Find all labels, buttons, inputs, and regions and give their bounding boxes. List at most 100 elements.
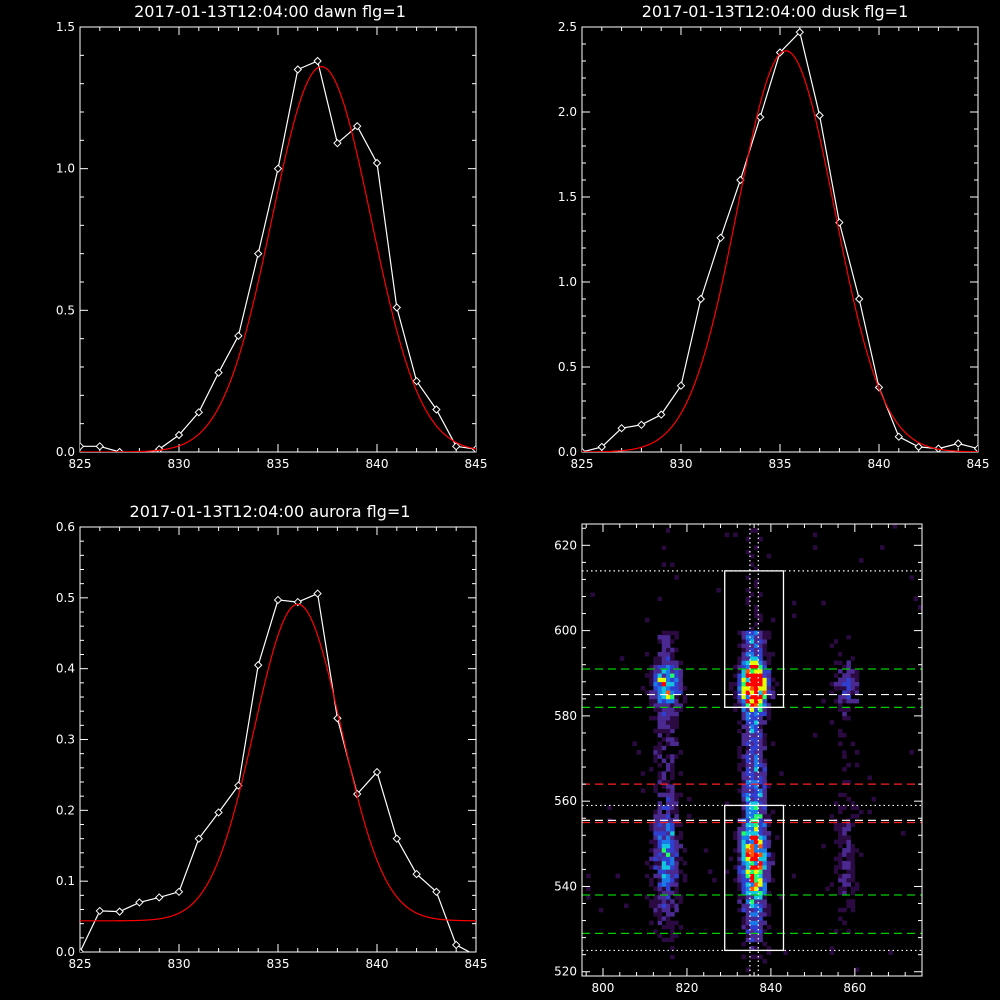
spectrogram-pixel [791,600,797,606]
spectrogram-pixel [686,566,692,572]
spectrogram-pixel [817,570,822,576]
spectrogram-pixel [854,690,860,695]
spectrogram-pixel [737,690,742,695]
spectrogram-pixel [670,852,675,857]
spectrogram-pixel [846,843,851,849]
spectrogram-pixel [838,639,843,644]
spectrogram-pixel [682,916,688,921]
spectrogram-pixel [833,771,839,776]
spectrogram-pixel [649,664,654,670]
spectrogram-pixel [754,916,759,921]
aurora-y-tick-label: 0.2 [56,803,75,817]
spectrogram-pixel [649,788,654,793]
spectrogram-pixel [649,907,654,913]
spectrogram-pixel [674,686,679,691]
spectrogram-pixel [745,758,751,764]
spectrogram-pixel [733,707,738,712]
spectrogram-pixel [737,767,742,772]
spectrogram-pixel [846,690,851,695]
spectrogram-pixel [754,562,759,567]
spectrogram-pixel [615,839,621,845]
spectrogram-pixel [896,792,902,798]
spectrogram-pixel [842,634,847,640]
spectrogram-pixel [712,724,717,729]
spectrogram-pixel [665,852,671,857]
spectrogram-pixel [670,860,675,866]
spectrogram-pixel [590,809,595,815]
spectrogram-pixel [737,677,742,683]
spectrogram-pixel [842,784,847,789]
spectrogram-pixel [670,933,675,938]
spectrogram-pixel [800,587,805,593]
spectrogram-pixel [758,643,763,648]
spectrogram-pixel [695,605,700,610]
spectrogram-pixel [791,651,797,657]
spectrogram-pixel [800,673,805,678]
spectrogram-pixel [749,750,755,755]
spectrogram-pixel [745,813,751,819]
spectrogram-pixel [884,647,889,653]
spectrogram-pixel [661,673,667,678]
spectrogram-pixel [728,843,734,849]
spectrogram-pixel [838,860,843,866]
spectrogram-pixel [859,536,864,542]
spectrogram-pixel [594,579,600,584]
spectrogram-pixel [762,788,767,793]
spectrogram-pixel [665,651,671,657]
spectrogram-pixel [850,668,856,674]
spectrogram-pixel [875,831,881,836]
spectrogram-pixel [678,882,684,887]
spectrogram-pixel [653,818,658,823]
spectrogram-pixel [749,912,755,917]
spectrogram-pixel [749,570,755,576]
spectrogram-pixel [754,711,759,717]
spectrogram-pixel [762,848,767,853]
spectrogram-pixel [674,852,679,857]
spectrogram-pixel [728,775,734,781]
spectrogram-pixel [657,792,663,798]
spectrogram-pixel [888,784,893,789]
spectrogram-pixel [741,788,747,793]
spectrogram-x-tick-label: 820 [675,981,698,995]
spectrogram-pixel [678,835,684,840]
spectrogram-pixel [674,668,679,674]
spectrogram-pixel [699,626,705,631]
spectrogram-pixel [674,707,679,712]
spectrogram-pixel [850,848,856,853]
spectrogram-pixel [640,852,646,857]
spectrogram-pixel [749,622,755,627]
spectrogram-pixel [670,605,675,610]
spectrogram-pixel [636,852,642,857]
spectrogram-pixel [674,724,679,729]
spectrogram-pixel [787,826,793,832]
spectrogram-pixel [754,720,759,725]
spectrogram-pixel [649,865,654,870]
spectrogram-pixel [670,805,675,810]
spectrogram-pixel [888,715,893,721]
spectrogram-pixel [846,852,851,857]
spectrogram-pixel [628,707,633,712]
spectrogram-pixel [804,703,809,708]
spectrogram-pixel [649,673,654,678]
spectrogram-pixel [779,681,784,687]
spectrogram-pixel [917,894,922,900]
spectrogram-pixel [901,660,906,666]
spectrogram-pixel [749,711,755,717]
spectrogram-pixel [754,933,759,938]
spectrogram-pixel [758,592,763,597]
spectrogram-pixel [674,758,679,764]
dawn-plot-frame [79,26,477,453]
spectrogram-pixel [758,651,763,657]
spectrogram-pixel [661,831,667,836]
spectrogram-pixel [665,566,671,572]
spectrogram-pixel [838,677,843,683]
spectrogram-pixel [745,728,751,734]
spectrogram-pixel [745,711,751,717]
spectrogram-pixel [758,805,763,810]
spectrogram-pixel [850,524,856,529]
spectrogram-pixel [766,681,772,687]
spectrogram-pixel [644,929,650,934]
spectrogram-pixel [590,813,595,819]
spectrogram-pixel [741,643,747,648]
spectrogram-pixel [754,651,759,657]
